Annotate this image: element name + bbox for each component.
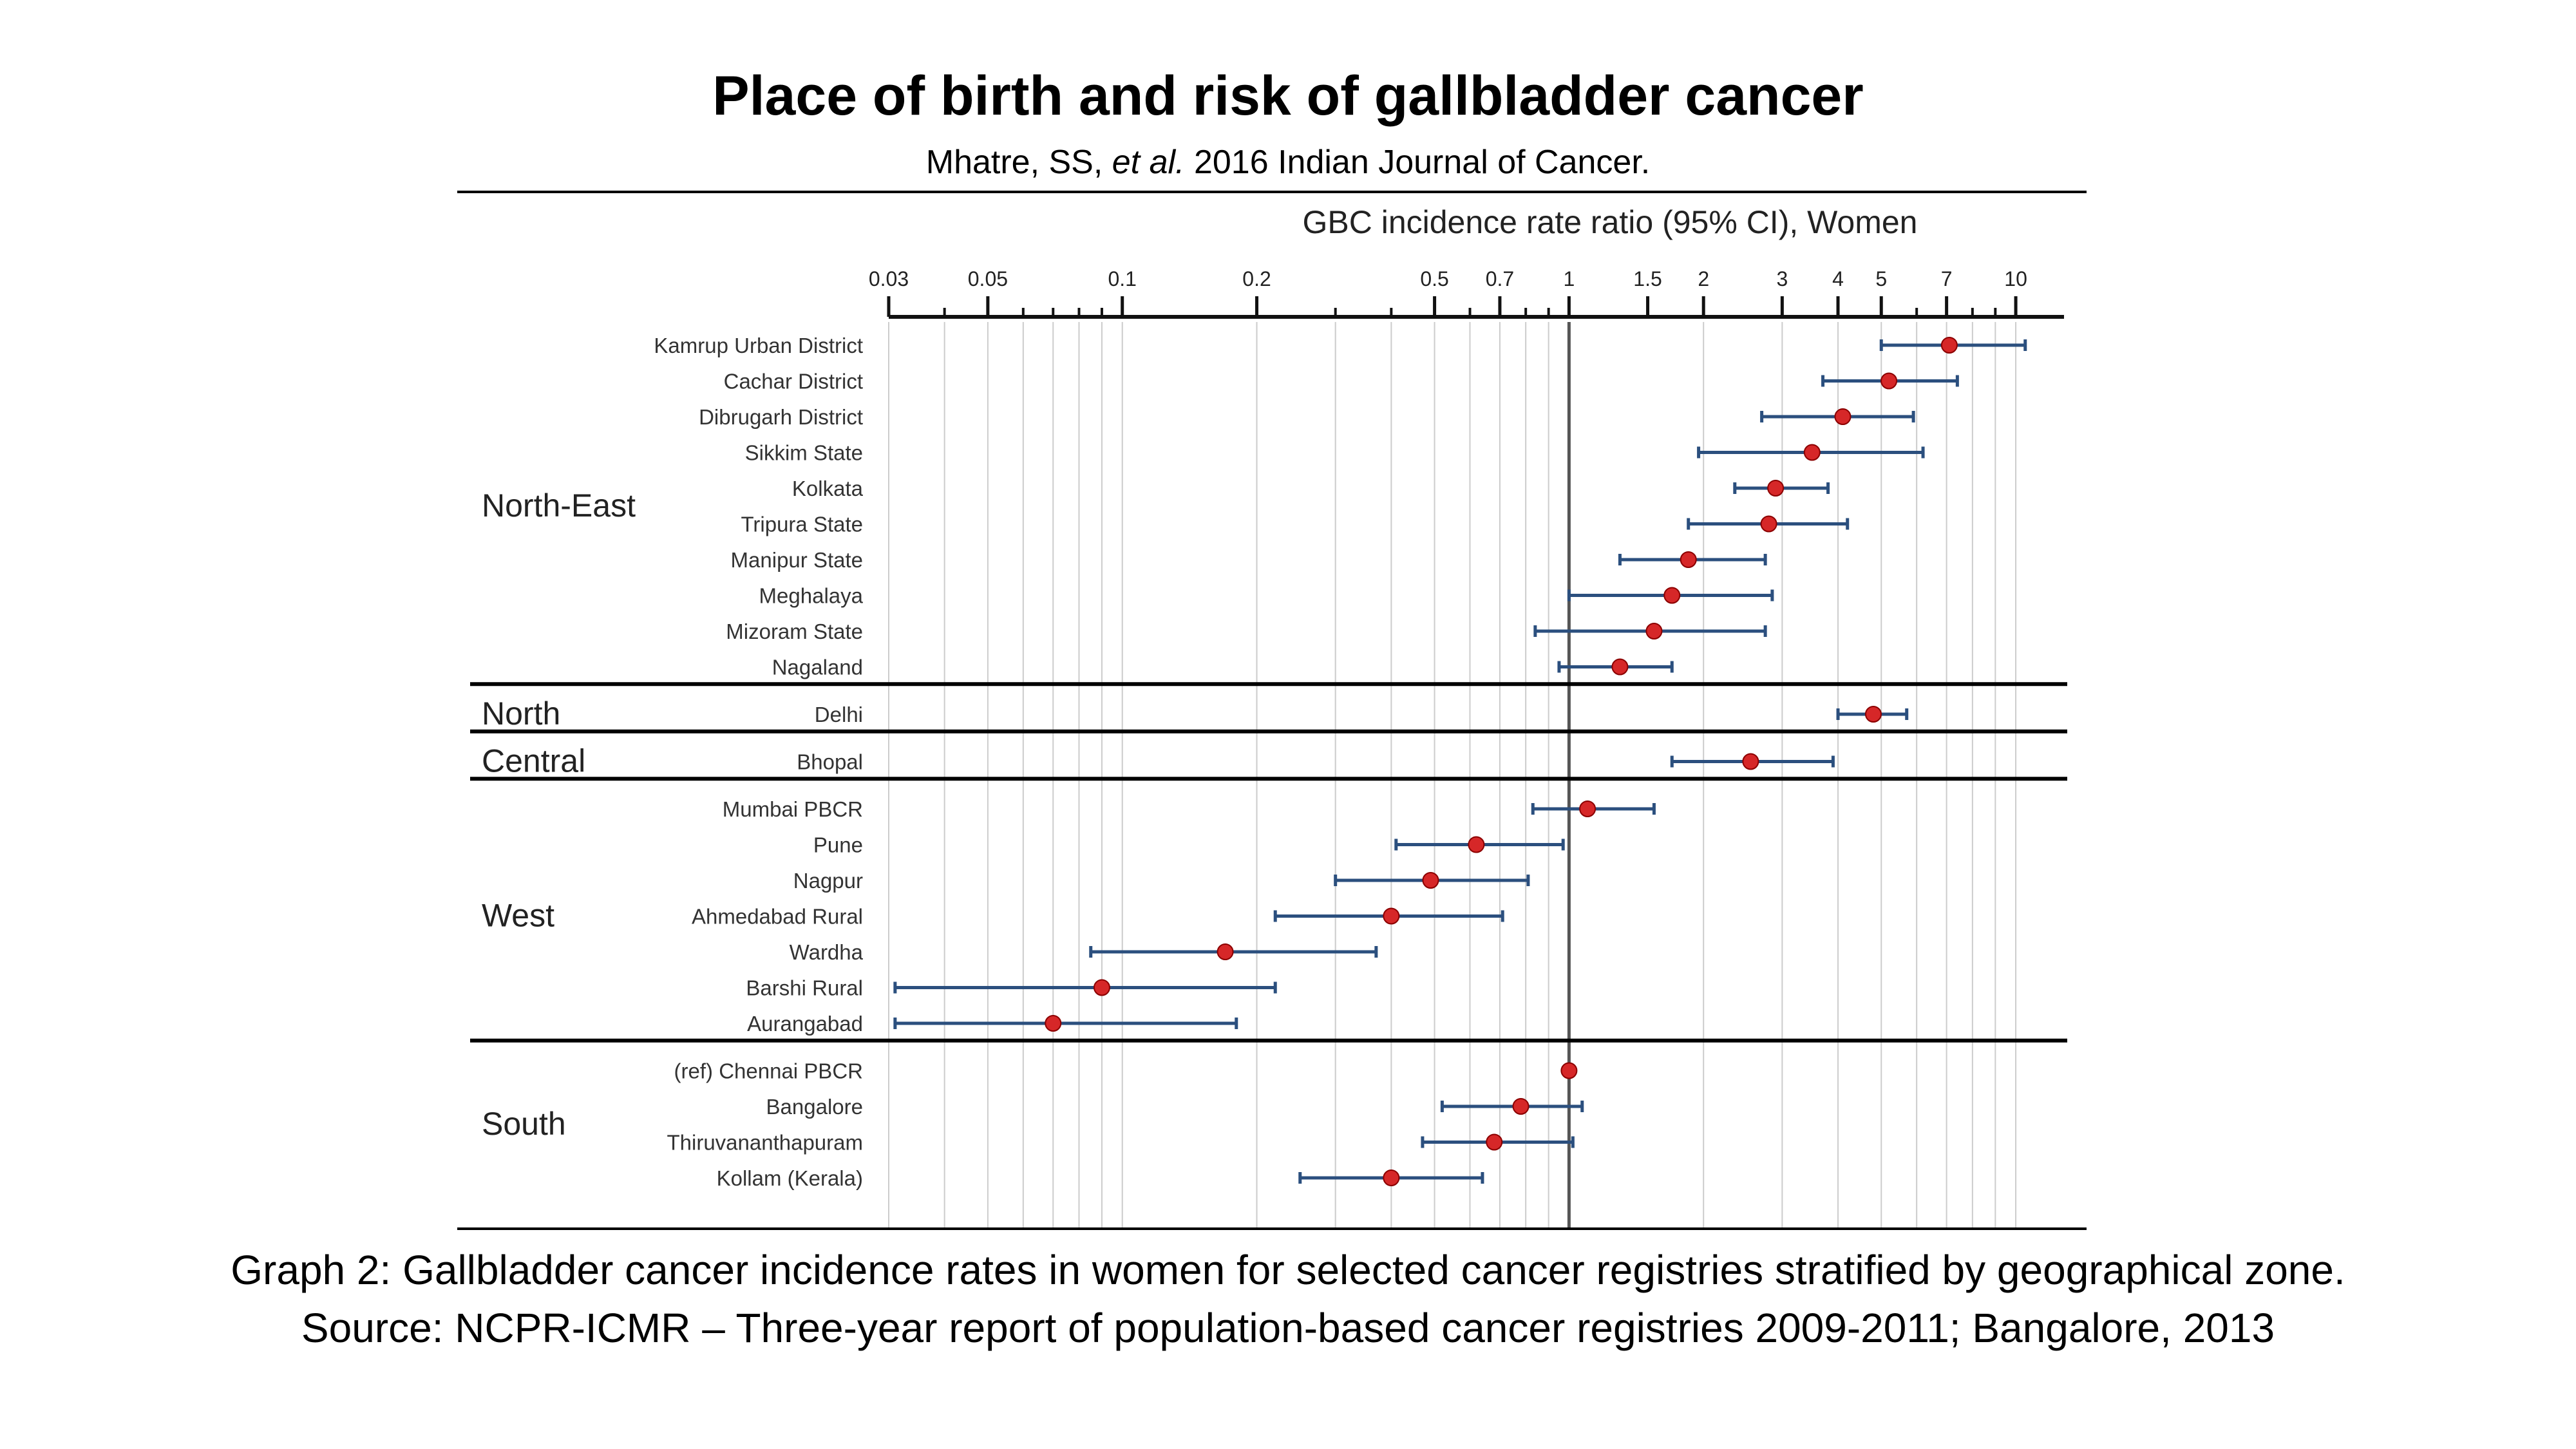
point-estimate: [1422, 872, 1439, 889]
row-label: Pune: [813, 833, 863, 857]
figure-caption: Graph 2: Gallbladder cancer incidence ra…: [231, 1247, 2345, 1293]
point-estimate: [1512, 1098, 1530, 1115]
x-tick-label: 0.5: [1420, 267, 1448, 290]
x-tick-label: 0.1: [1108, 267, 1136, 290]
x-tick-label: 0.2: [1242, 267, 1271, 290]
point-estimate: [1680, 551, 1697, 568]
row-label: Delhi: [815, 703, 863, 726]
group-label: North: [482, 696, 560, 732]
point-estimate: [1611, 658, 1629, 676]
row-label: Dibrugarh District: [699, 405, 863, 429]
point-estimate: [1760, 515, 1777, 533]
x-tick-label: 1: [1563, 267, 1575, 290]
point-estimate: [1742, 753, 1759, 770]
x-tick-label: 0.05: [968, 267, 1008, 290]
group-label: West: [482, 898, 554, 934]
row-label: Kamrup Urban District: [654, 334, 863, 357]
citation-etal: et al.: [1112, 144, 1185, 181]
point-estimate: [1834, 408, 1852, 425]
row-label: Tripura State: [741, 513, 863, 536]
point-estimate: [1767, 480, 1785, 497]
point-estimate: [1864, 706, 1882, 723]
point-estimate: [1045, 1015, 1062, 1032]
row-label: Thiruvananthapuram: [667, 1131, 863, 1155]
row-label: Meghalaya: [759, 584, 864, 608]
row-label: Bhopal: [797, 750, 863, 774]
x-tick-label: 10: [2004, 267, 2027, 290]
point-estimate: [1663, 587, 1681, 604]
x-tick-label: 2: [1698, 267, 1709, 290]
group-label: South: [482, 1106, 566, 1142]
point-estimate: [1645, 623, 1663, 639]
row-label: Mumbai PBCR: [723, 797, 863, 821]
citation: Mhatre, SS, et al. 2016 Indian Journal o…: [0, 143, 2576, 182]
point-estimate: [1468, 836, 1485, 853]
row-label: Wardha: [790, 940, 864, 964]
x-tick-label: 3: [1776, 267, 1788, 290]
citation-authors: Mhatre, SS,: [925, 144, 1112, 181]
point-estimate: [1383, 907, 1400, 925]
point-estimate: [1940, 337, 1958, 354]
row-label: Nagaland: [772, 656, 863, 679]
x-tick-label: 1.5: [1633, 267, 1662, 290]
row-label: Cachar District: [724, 370, 863, 393]
row-label: Sikkim State: [745, 441, 863, 465]
point-estimate: [1803, 444, 1821, 461]
x-tick-label: 7: [1941, 267, 1953, 290]
point-estimate: [1579, 800, 1596, 817]
x-tick-label: 0.03: [869, 267, 909, 290]
row-label: Mizoram State: [726, 620, 863, 643]
row-label: Kollam (Kerala): [717, 1166, 863, 1190]
row-label: Bangalore: [766, 1095, 863, 1119]
point-estimate: [1093, 979, 1110, 996]
row-label: Manipur State: [731, 548, 863, 572]
point-estimate: [1486, 1133, 1503, 1151]
page-title: Place of birth and risk of gallbladder c…: [712, 65, 1864, 127]
citation-journal: 2016 Indian Journal of Cancer.: [1184, 144, 1651, 181]
group-label: North-East: [482, 488, 636, 524]
x-tick-label: 4: [1832, 267, 1844, 290]
row-label: Barshi Rural: [746, 976, 863, 1000]
point-estimate: [1560, 1062, 1578, 1079]
point-estimate: [1217, 943, 1234, 960]
row-label: Ahmedabad Rural: [692, 905, 863, 929]
forest-plot: 0.03 0.05 0.1 0.2 0.5 0.7 1 1.5 2 3 4 5 7 10 GBC inci…: [457, 191, 2087, 1230]
point-estimate: [1383, 1170, 1400, 1186]
point-estimate: [1880, 372, 1898, 390]
x-tick-label: 5: [1875, 267, 1887, 290]
group-label: Central: [482, 743, 585, 779]
x-tick-label: 0.7: [1486, 267, 1514, 290]
row-label: Aurangabad: [747, 1012, 863, 1036]
row-label: Nagpur: [793, 869, 863, 893]
row-label: Kolkata: [792, 477, 864, 500]
chart-title: GBC incidence rate ratio (95% CI), Women: [1302, 204, 1917, 240]
figure-source: Source: NCPR-ICMR – Three-year report of…: [301, 1305, 2275, 1351]
row-label: (ref) Chennai PBCR: [674, 1059, 863, 1083]
